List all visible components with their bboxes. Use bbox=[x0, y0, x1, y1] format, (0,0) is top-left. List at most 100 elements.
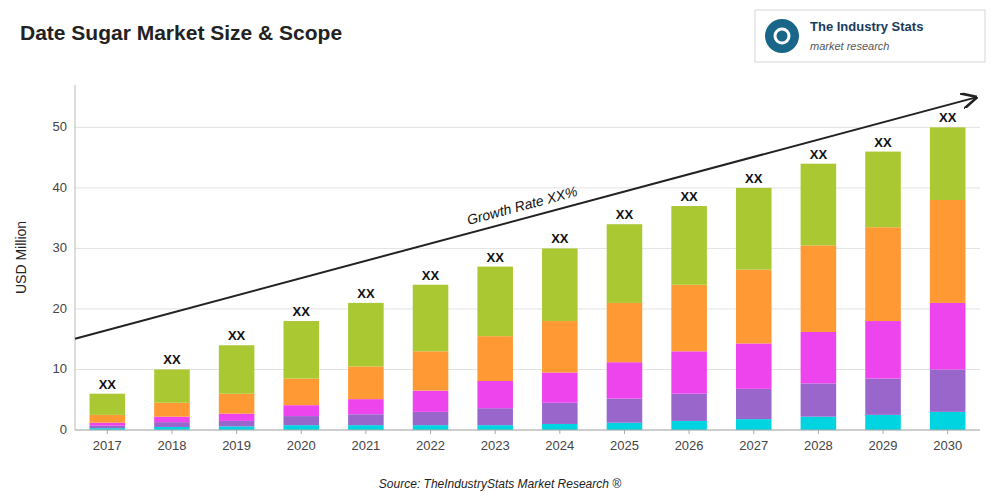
logo: The Industry Stats market research bbox=[755, 10, 985, 62]
bar-segment bbox=[542, 321, 578, 372]
bar-label: XX bbox=[874, 135, 892, 150]
y-tick-label: 0 bbox=[60, 422, 67, 437]
bar-segment bbox=[671, 421, 707, 430]
bar-segment bbox=[930, 127, 966, 200]
bar-segment bbox=[930, 412, 966, 430]
bar-segment bbox=[283, 321, 319, 379]
bar-segment bbox=[283, 379, 319, 406]
bar-segment bbox=[542, 424, 578, 430]
bar-segment bbox=[930, 303, 966, 370]
y-axis: 01020304050 bbox=[53, 85, 980, 437]
grid-line bbox=[75, 248, 980, 249]
source: Source: TheIndustryStats Market Research… bbox=[379, 477, 621, 491]
x-tick-label: 2027 bbox=[739, 438, 768, 453]
bar-segment bbox=[736, 389, 772, 419]
x-tick bbox=[365, 430, 366, 434]
x-tick-label: 2030 bbox=[933, 438, 962, 453]
chart: Date Sugar Market Size & Scope The Indust… bbox=[0, 0, 1000, 500]
x-tick bbox=[753, 430, 754, 434]
bar-segment bbox=[801, 245, 837, 332]
bar-segment bbox=[477, 336, 513, 381]
logo-text: The Industry Stats bbox=[810, 19, 923, 34]
bar-segment bbox=[348, 414, 384, 425]
growth-label: Growth Rate XX% bbox=[465, 183, 579, 228]
y-axis-label: USD Million bbox=[13, 221, 29, 294]
x-tick-label: 2025 bbox=[610, 438, 639, 453]
bars bbox=[90, 127, 966, 430]
bar-segment bbox=[477, 425, 513, 430]
bar-segment bbox=[477, 267, 513, 337]
bar-segment bbox=[607, 224, 643, 303]
bar-labels: XXXXXXXXXXXXXXXXXXXXXXXXXXXX bbox=[99, 110, 957, 391]
bar-segment bbox=[348, 399, 384, 414]
grid-line bbox=[75, 430, 980, 431]
bar-label: XX bbox=[487, 250, 505, 265]
x-tick bbox=[947, 430, 948, 434]
x-axis: 2017201820192020202120222023202420252026… bbox=[75, 430, 980, 453]
bar-segment bbox=[542, 373, 578, 403]
bar-segment bbox=[413, 351, 449, 390]
grid-line bbox=[75, 127, 980, 128]
bar-segment bbox=[801, 164, 837, 246]
x-tick-label: 2018 bbox=[158, 438, 187, 453]
bar-label: XX bbox=[939, 110, 957, 125]
x-tick bbox=[559, 430, 560, 434]
bar-segment bbox=[413, 285, 449, 352]
bar-segment bbox=[865, 227, 901, 321]
bar-segment bbox=[865, 321, 901, 379]
bar-segment bbox=[283, 416, 319, 425]
bar-segment bbox=[930, 369, 966, 411]
bar-label: XX bbox=[357, 286, 375, 301]
logo-icon bbox=[765, 19, 799, 53]
logo-icon-ring bbox=[775, 29, 789, 43]
bar-segment bbox=[930, 200, 966, 303]
bar-label: XX bbox=[293, 304, 311, 319]
bar-label: XX bbox=[99, 377, 117, 392]
x-tick bbox=[883, 430, 884, 434]
bar-segment bbox=[348, 303, 384, 367]
bar-segment bbox=[865, 152, 901, 228]
x-tick-label: 2022 bbox=[416, 438, 445, 453]
bar-label: XX bbox=[551, 231, 569, 246]
x-tick bbox=[236, 430, 237, 434]
bar-segment bbox=[865, 379, 901, 415]
x-tick-label: 2029 bbox=[869, 438, 898, 453]
bar-segment bbox=[736, 343, 772, 388]
logo-subtext: market research bbox=[810, 40, 889, 52]
bar-segment bbox=[90, 426, 126, 428]
bar-label: XX bbox=[745, 171, 763, 186]
bar-segment bbox=[90, 423, 126, 426]
bar-segment bbox=[219, 345, 255, 393]
bar-segment bbox=[219, 414, 255, 421]
x-tick bbox=[301, 430, 302, 434]
bar-segment bbox=[477, 408, 513, 425]
bar-segment bbox=[154, 422, 190, 427]
title: Date Sugar Market Size & Scope bbox=[20, 21, 342, 44]
bar-label: XX bbox=[616, 207, 634, 222]
x-tick bbox=[171, 430, 172, 434]
x-tick bbox=[430, 430, 431, 434]
y-tick-label: 30 bbox=[53, 240, 67, 255]
bar-segment bbox=[671, 394, 707, 421]
bar-segment bbox=[219, 421, 255, 426]
bar-segment bbox=[801, 332, 837, 383]
x-tick-label: 2028 bbox=[804, 438, 833, 453]
x-tick bbox=[624, 430, 625, 434]
bar-segment bbox=[801, 383, 837, 416]
bar-segment bbox=[736, 270, 772, 344]
bar-segment bbox=[671, 351, 707, 393]
grid-line bbox=[75, 308, 980, 309]
bar-segment bbox=[477, 381, 513, 408]
bar-segment bbox=[154, 417, 190, 422]
grid-line bbox=[75, 187, 980, 188]
bar-label: XX bbox=[163, 352, 181, 367]
bar-segment bbox=[801, 417, 837, 430]
y-tick-label: 10 bbox=[53, 361, 67, 376]
bar-segment bbox=[283, 405, 319, 416]
bar-label: XX bbox=[228, 328, 246, 343]
x-tick-label: 2019 bbox=[222, 438, 251, 453]
x-tick-label: 2020 bbox=[287, 438, 316, 453]
bar-segment bbox=[607, 423, 643, 430]
bar-segment bbox=[219, 426, 255, 430]
grid-line bbox=[75, 369, 980, 370]
